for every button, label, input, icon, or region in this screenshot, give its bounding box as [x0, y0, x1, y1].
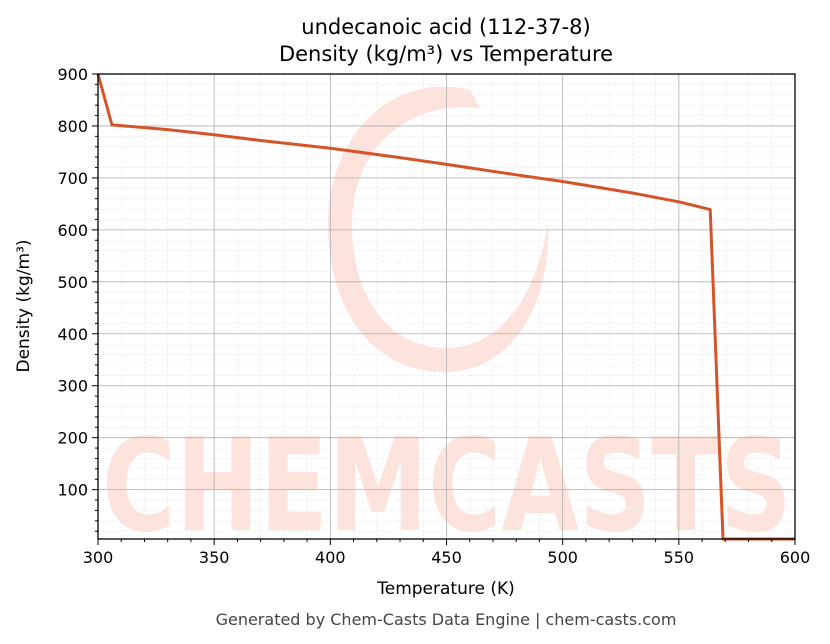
x-axis-label: Temperature (K) [376, 579, 515, 599]
y-tick-label: 400 [57, 325, 88, 344]
y-tick-label: 300 [57, 377, 88, 396]
watermark-text: CHEMCASTS [102, 412, 792, 561]
y-tick-label: 600 [57, 221, 88, 240]
y-tick-label: 200 [57, 429, 88, 448]
x-tick-label: 500 [547, 548, 578, 567]
x-tick-label: 350 [199, 548, 230, 567]
y-tick-label: 900 [57, 65, 88, 84]
chart-title: undecanoic acid (112-37-8) [301, 15, 590, 39]
x-tick-label: 550 [664, 548, 695, 567]
x-tick-label: 300 [83, 548, 114, 567]
watermark-swirl [327, 86, 549, 373]
density-series-line [96, 73, 795, 541]
y-tick-label: 500 [57, 273, 88, 292]
chemcasts-watermark: CHEMCASTS [102, 86, 792, 561]
chart-subtitle: Density (kg/m³) vs Temperature [279, 42, 613, 66]
footer-credit: Generated by Chem-Casts Data Engine | ch… [216, 610, 677, 629]
y-tick-label: 800 [57, 117, 88, 136]
y-tick-label: 100 [57, 481, 88, 500]
x-tick-label: 450 [431, 548, 462, 567]
x-tick-label: 600 [780, 548, 811, 567]
y-axis-label: Density (kg/m³) [14, 239, 34, 372]
x-tick-label: 400 [315, 548, 346, 567]
series-layer [96, 73, 795, 541]
tick-labels: 300 350 400 450 500 550 600 100 200 300 400 500 600 7… [57, 65, 810, 567]
ticks [92, 73, 796, 545]
y-tick-label: 700 [57, 169, 88, 188]
